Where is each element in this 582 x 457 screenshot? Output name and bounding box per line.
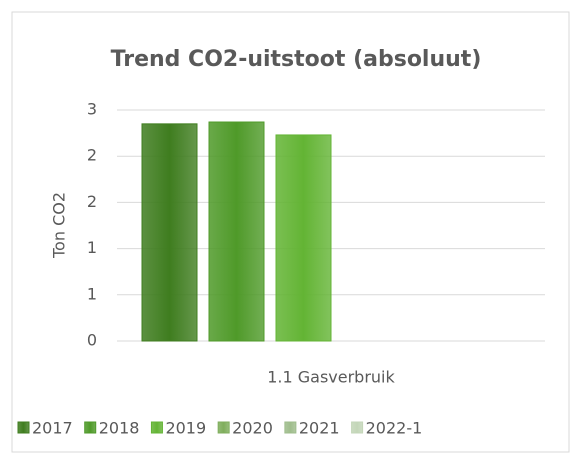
bar [275,134,332,342]
legend-swatch [150,421,163,434]
y-axis-title: Ton CO2 [50,192,69,259]
chart-title: Trend CO2-uitstoot (absoluut) [111,47,482,72]
legend-swatch [351,421,364,434]
legend-label: 2022-1 [366,419,423,438]
bar [208,121,265,342]
bar [141,123,198,342]
legend-label: 2020 [232,419,273,438]
legend-swatch [17,421,30,434]
legend-label: 2021 [299,419,340,438]
legend-label: 2018 [99,419,140,438]
legend-swatch [284,421,297,434]
y-tick-label: 0 [87,331,97,350]
legend-label: 2017 [32,419,73,438]
y-tick-label: 2 [87,146,97,165]
y-tick-label: 2 [87,192,97,211]
legend-swatch [84,421,97,434]
y-tick-label: 1 [87,238,97,257]
y-tick-label: 3 [87,100,97,119]
legend-label: 2019 [165,419,206,438]
y-tick-label: 1 [87,284,97,303]
legend-swatch [217,421,230,434]
x-tick-label: 1.1 Gasverbruik [267,368,395,387]
